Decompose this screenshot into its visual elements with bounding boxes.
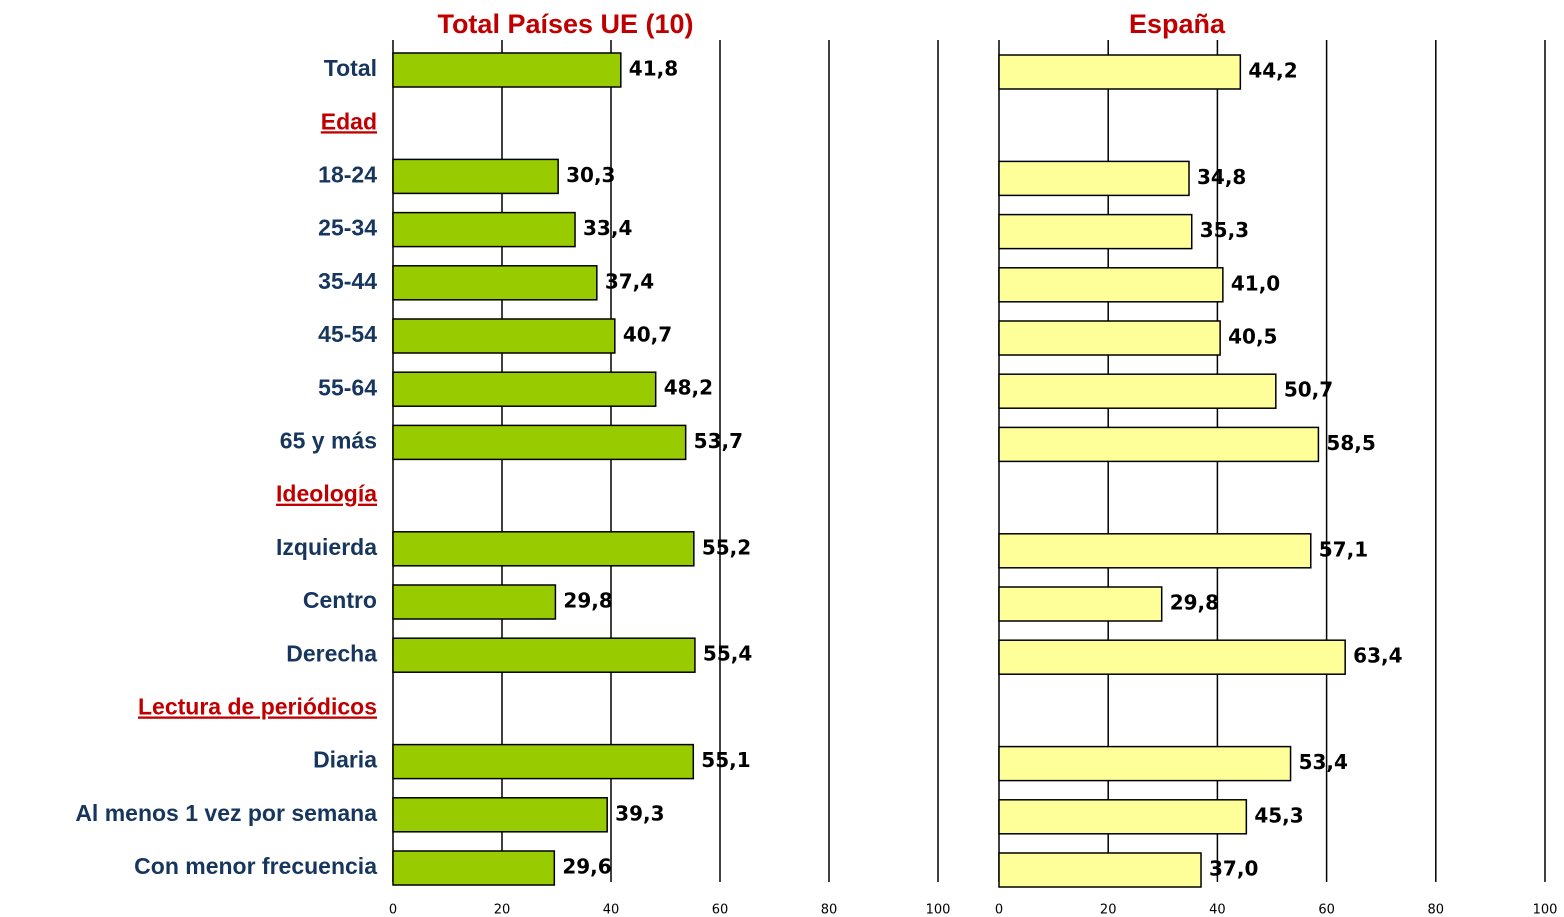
value-label: 63,4 xyxy=(1353,644,1402,668)
bar xyxy=(392,52,622,88)
category-label: Con menor frecuencia xyxy=(134,853,377,879)
category-label: Izquierda xyxy=(276,534,377,560)
value-label: 29,8 xyxy=(563,589,612,613)
x-tick-label: 0 xyxy=(995,903,1003,917)
bar xyxy=(998,267,1224,303)
bar xyxy=(392,531,695,567)
value-label: 34,8 xyxy=(1197,165,1246,189)
x-tick-label: 80 xyxy=(821,903,838,917)
value-label: 57,1 xyxy=(1319,537,1368,561)
x-tick-label: 40 xyxy=(603,903,620,917)
x-tick-label: 0 xyxy=(389,903,397,917)
bar xyxy=(392,371,657,407)
bar xyxy=(392,797,608,833)
bar xyxy=(392,637,696,673)
x-tick-label: 60 xyxy=(712,903,729,917)
bar xyxy=(392,850,556,886)
section-label: Ideología xyxy=(276,481,377,507)
chart-title: Total Países UE (10) xyxy=(437,9,693,39)
value-label: 40,5 xyxy=(1228,325,1277,349)
category-label: Diaria xyxy=(313,747,377,773)
bar xyxy=(998,54,1242,90)
value-label: 35,3 xyxy=(1200,218,1249,242)
category-label: Centro xyxy=(303,587,377,613)
bar xyxy=(998,320,1221,356)
x-tick-label: 80 xyxy=(1428,903,1445,917)
value-label: 48,2 xyxy=(664,376,713,400)
value-label: 50,7 xyxy=(1284,378,1333,402)
category-label: 65 y más xyxy=(280,427,377,453)
section-label: Edad xyxy=(321,108,377,134)
bar xyxy=(998,745,1292,782)
value-label: 58,5 xyxy=(1326,431,1375,455)
bar xyxy=(998,533,1312,569)
value-label: 33,4 xyxy=(583,216,632,240)
chart-title: España xyxy=(1129,9,1226,39)
value-label: 53,4 xyxy=(1299,750,1348,774)
category-label: 45-54 xyxy=(318,321,377,347)
value-label: 44,2 xyxy=(1248,59,1297,83)
value-label: 55,1 xyxy=(701,748,750,772)
x-tick-label: 40 xyxy=(1209,903,1226,917)
bar xyxy=(392,743,695,780)
value-label: 29,6 xyxy=(562,855,611,879)
x-tick-label: 20 xyxy=(1100,903,1117,917)
category-label: Al menos 1 vez por semana xyxy=(75,800,377,826)
bar xyxy=(998,852,1202,888)
bar xyxy=(392,318,616,354)
bar xyxy=(392,158,559,195)
section-label: Lectura de periódicos xyxy=(138,693,377,719)
bar xyxy=(998,586,1163,622)
value-label: 53,7 xyxy=(694,429,743,453)
category-label: 35-44 xyxy=(318,268,377,294)
value-label: 41,8 xyxy=(629,57,678,81)
value-label: 40,7 xyxy=(623,323,672,347)
x-tick-label: 100 xyxy=(1533,903,1558,917)
bar xyxy=(998,213,1193,250)
value-label: 55,2 xyxy=(702,535,751,559)
bar xyxy=(392,211,576,248)
category-label: Total xyxy=(324,55,377,81)
value-label: 29,8 xyxy=(1170,591,1219,615)
bar xyxy=(392,265,598,301)
value-label: 30,3 xyxy=(566,163,615,187)
bar xyxy=(998,639,1346,675)
value-label: 39,3 xyxy=(615,801,664,825)
bar xyxy=(392,424,687,461)
category-label: 18-24 xyxy=(318,161,377,187)
x-tick-label: 20 xyxy=(494,903,511,917)
category-label: 55-64 xyxy=(318,374,377,400)
bar xyxy=(998,373,1277,409)
bar xyxy=(998,426,1320,463)
x-tick-label: 100 xyxy=(926,903,951,917)
bar xyxy=(392,584,557,620)
value-label: 37,4 xyxy=(605,269,654,293)
value-label: 45,3 xyxy=(1254,803,1303,827)
value-label: 41,0 xyxy=(1231,271,1280,295)
value-label: 37,0 xyxy=(1209,857,1258,881)
x-tick-label: 60 xyxy=(1318,903,1335,917)
category-label: Derecha xyxy=(286,640,377,666)
value-label: 55,4 xyxy=(703,642,752,666)
category-label: 25-34 xyxy=(318,215,377,241)
bar xyxy=(998,160,1190,197)
bar xyxy=(998,799,1248,835)
